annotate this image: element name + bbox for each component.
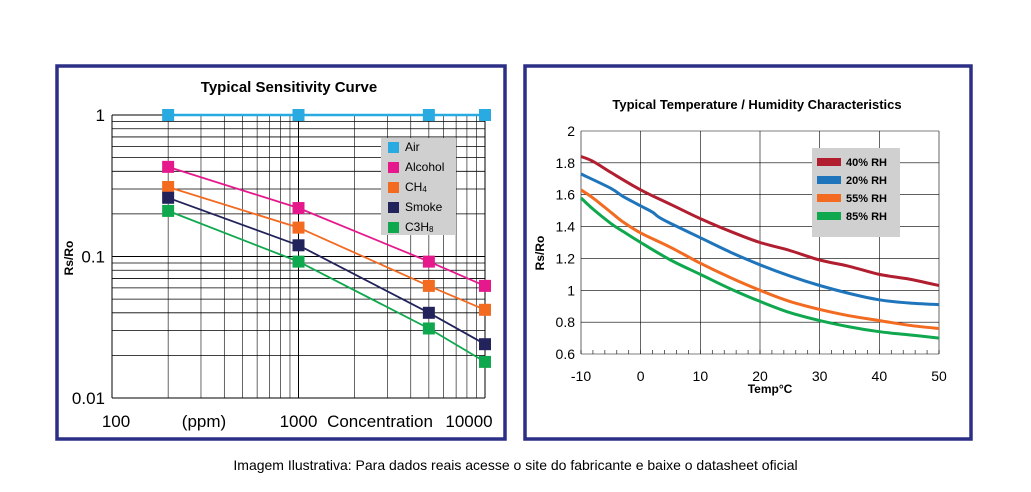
legend-swatch-alcohol xyxy=(388,162,399,173)
sensitivity-x-label: Concentration xyxy=(327,412,433,431)
series-line-85-rh xyxy=(579,196,940,340)
temperature-grid xyxy=(580,130,940,355)
data-point-alcohol xyxy=(479,279,491,292)
data-point-c3h8 xyxy=(479,355,491,368)
data-point-alcohol xyxy=(162,160,175,173)
sensitivity-y-label: Rs/Ro xyxy=(62,241,76,276)
x-tick-label: 10000 xyxy=(445,412,492,431)
data-point-c3h8 xyxy=(292,255,305,268)
data-point-c3h8 xyxy=(422,322,435,335)
y-tick-label: 1 xyxy=(567,282,575,298)
data-point-ch4 xyxy=(479,303,491,316)
y-tick-label: 1 xyxy=(96,106,105,125)
legend-swatch-40-rh xyxy=(817,158,841,166)
sensitivity-chart-frame xyxy=(55,64,507,441)
data-point-air xyxy=(292,109,305,121)
temperature-legend: 40% RH 20% RH 55% RH 85% RH xyxy=(812,148,900,237)
x-tick-label: 10 xyxy=(693,368,709,384)
data-point-alcohol xyxy=(422,255,435,268)
legend-label-55-rh: 55% RH xyxy=(846,193,887,205)
series-line-55-rh xyxy=(580,188,940,330)
x-tick-label: -10 xyxy=(571,368,591,384)
legend-label-20-rh: 20% RH xyxy=(846,175,887,187)
x-tick-label: 40 xyxy=(872,368,888,384)
y-tick-label: 0.8 xyxy=(556,314,576,330)
series-line-alcohol xyxy=(167,166,486,287)
data-point-smoke xyxy=(479,338,491,351)
legend-label-smoke: Smoke xyxy=(405,200,443,214)
data-point-air xyxy=(479,109,491,121)
x-tick-label: 30 xyxy=(812,368,828,384)
legend-swatch-55-rh xyxy=(817,194,841,202)
legend-label-ch4: CH4 xyxy=(405,180,427,194)
series-line-smoke xyxy=(167,196,486,345)
legend-label-40-rh: 40% RH xyxy=(846,157,887,169)
temperature-y-label: Rs/Ro xyxy=(533,236,547,271)
y-tick-label: 1.8 xyxy=(556,155,576,171)
sensitivity-tick-labels: 1 0.1 0.01 100 1000 10000 xyxy=(72,106,493,431)
disclaimer-caption: Imagem Ilustrativa: Para dados reais ace… xyxy=(233,457,798,473)
y-tick-label: 0.6 xyxy=(556,346,576,362)
legend-swatch-smoke xyxy=(388,202,399,213)
y-tick-label: 1.4 xyxy=(556,219,576,235)
data-point-smoke xyxy=(162,191,175,204)
x-tick-label: 1000 xyxy=(280,412,318,431)
series-line-c3h8 xyxy=(167,210,486,363)
x-tick-label: 20 xyxy=(752,368,768,384)
y-tick-label: 0.01 xyxy=(72,389,105,408)
legend-swatch-air xyxy=(388,142,399,153)
series-line-40-rh xyxy=(580,155,940,287)
sensitivity-x-unit: (ppm) xyxy=(182,412,226,431)
series-line-ch4 xyxy=(167,186,486,311)
temperature-tick-labels: 2 1.8 1.6 1.4 1.2 1 0.8 0.6 -10 0 10 20 30 40 50 xyxy=(556,123,947,384)
data-point-smoke xyxy=(292,239,305,252)
sensitivity-series xyxy=(162,109,491,368)
data-point-ch4 xyxy=(292,221,305,234)
series-line-20-rh xyxy=(580,172,940,307)
temperature-chart-title: Typical Temperature / Humidity Character… xyxy=(612,97,901,112)
data-point-air xyxy=(422,109,435,121)
y-tick-label: 1.6 xyxy=(556,187,576,203)
y-tick-label: 0.1 xyxy=(81,248,105,267)
data-point-air xyxy=(162,109,175,121)
data-point-ch4 xyxy=(162,180,175,193)
legend-label-c3h8: C3H8 xyxy=(405,220,434,234)
x-tick-label: 100 xyxy=(102,412,130,431)
temperature-chart-frame xyxy=(523,64,973,441)
x-tick-label: 50 xyxy=(931,368,947,384)
temperature-x-label: Temp°C xyxy=(748,382,793,396)
legend-swatch-20-rh xyxy=(817,176,841,184)
legend-label-85-rh: 85% RH xyxy=(846,211,887,223)
temperature-series xyxy=(579,155,940,340)
sensitivity-chart-title: Typical Sensitivity Curve xyxy=(201,79,377,96)
data-point-c3h8 xyxy=(162,204,175,217)
data-point-smoke xyxy=(422,306,435,319)
data-point-alcohol xyxy=(292,202,305,215)
y-tick-label: 2 xyxy=(567,123,575,139)
x-tick-label: 0 xyxy=(637,368,645,384)
data-point-ch4 xyxy=(422,279,435,292)
sensitivity-legend: Air Alcohol CH4 Smoke C3H8 xyxy=(381,138,456,235)
y-tick-label: 1.2 xyxy=(556,250,576,266)
legend-label-air: Air xyxy=(405,140,420,154)
legend-swatch-ch4 xyxy=(388,182,399,193)
legend-swatch-85-rh xyxy=(817,212,841,220)
legend-label-alcohol: Alcohol xyxy=(405,160,444,174)
legend-swatch-c3h8 xyxy=(388,222,399,233)
